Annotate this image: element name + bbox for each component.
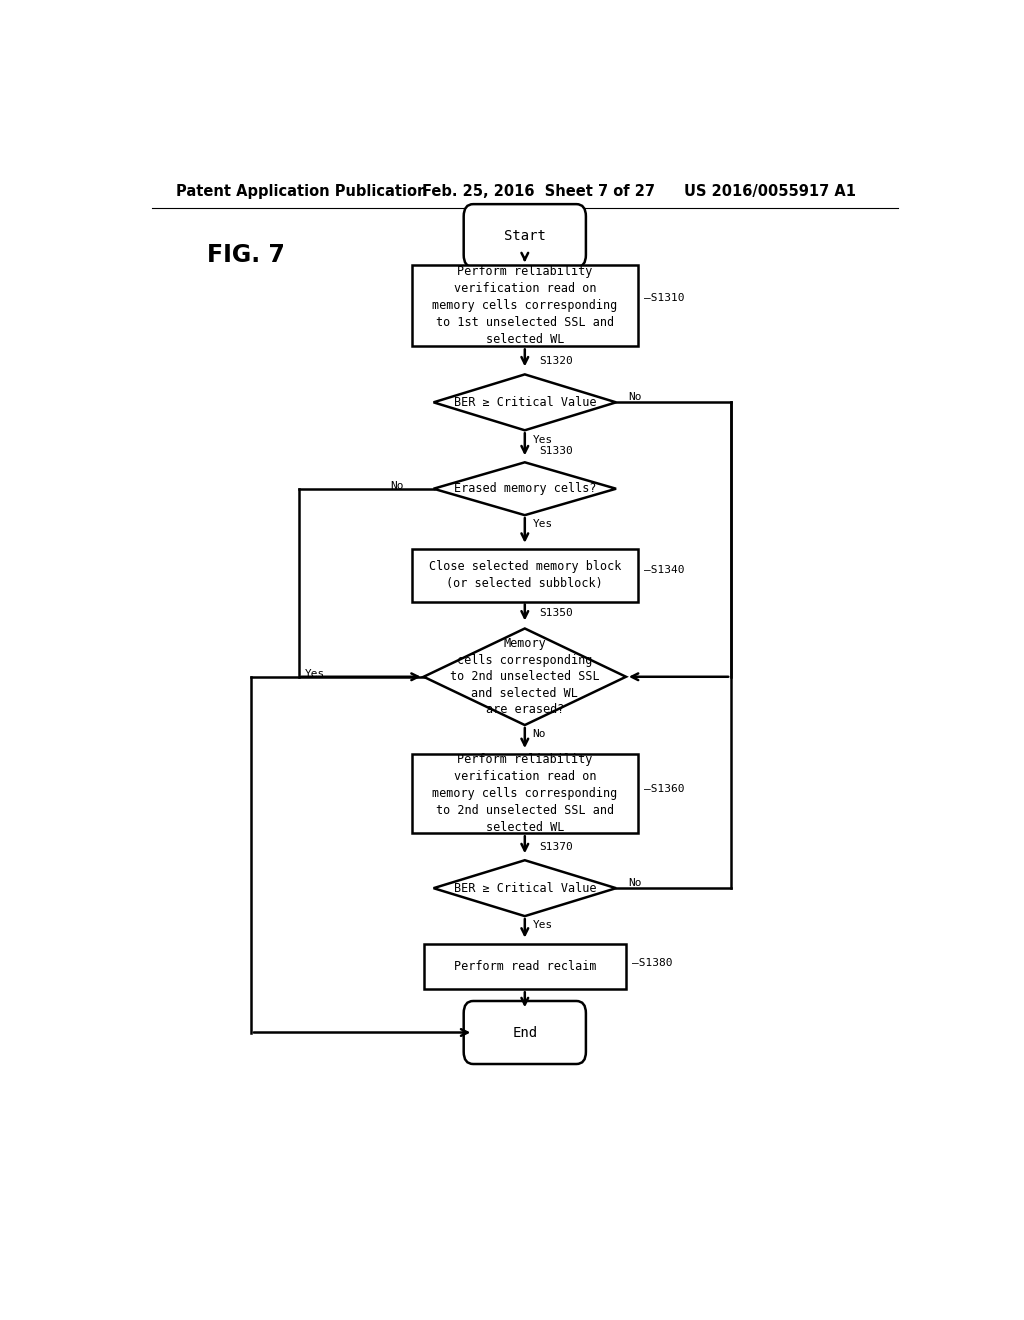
Text: S1370: S1370 [539,842,572,853]
Text: Yes: Yes [532,436,553,445]
Text: Yes: Yes [305,669,326,678]
FancyBboxPatch shape [464,205,586,267]
Text: —S1380: —S1380 [633,958,673,969]
Polygon shape [424,628,626,725]
Bar [412,549,638,602]
Text: Perform read reclaim: Perform read reclaim [454,960,596,973]
Text: FIG. 7: FIG. 7 [207,243,286,267]
Text: Start: Start [504,228,546,243]
Text: No: No [390,480,403,491]
Text: No: No [532,729,546,739]
Bar [412,754,638,833]
Polygon shape [433,861,616,916]
Text: No: No [628,878,641,888]
Text: S1330: S1330 [539,446,572,457]
Text: US 2016/0055917 A1: US 2016/0055917 A1 [684,185,855,199]
Text: —S1360: —S1360 [644,784,685,793]
Text: Yes: Yes [532,920,553,931]
Bar [424,944,626,989]
Text: Close selected memory block
(or selected subblock): Close selected memory block (or selected… [429,560,621,590]
Text: Memory
cells corresponding
to 2nd unselected SSL
and selected WL
are erased?: Memory cells corresponding to 2nd unsele… [450,638,600,717]
Text: BER ≥ Critical Value: BER ≥ Critical Value [454,882,596,895]
Text: Erased memory cells?: Erased memory cells? [454,482,596,495]
Text: Perform reliability
verification read on
memory cells corresponding
to 2nd unsel: Perform reliability verification read on… [432,754,617,834]
Text: End: End [512,1026,538,1040]
Text: BER ≥ Critical Value: BER ≥ Critical Value [454,396,596,409]
Text: —S1310: —S1310 [644,293,685,302]
Bar [412,265,638,346]
Polygon shape [433,462,616,515]
FancyBboxPatch shape [464,1001,586,1064]
Text: No: No [628,392,641,403]
Text: S1350: S1350 [539,609,572,618]
Text: —S1340: —S1340 [644,565,685,576]
Text: Patent Application Publication: Patent Application Publication [176,185,427,199]
Text: Yes: Yes [532,519,553,529]
Polygon shape [433,375,616,430]
Text: Perform reliability
verification read on
memory cells corresponding
to 1st unsel: Perform reliability verification read on… [432,265,617,346]
Text: S1320: S1320 [539,356,572,366]
Text: Feb. 25, 2016  Sheet 7 of 27: Feb. 25, 2016 Sheet 7 of 27 [422,185,654,199]
